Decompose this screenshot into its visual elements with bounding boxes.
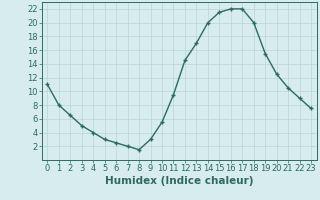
X-axis label: Humidex (Indice chaleur): Humidex (Indice chaleur) <box>105 176 253 186</box>
